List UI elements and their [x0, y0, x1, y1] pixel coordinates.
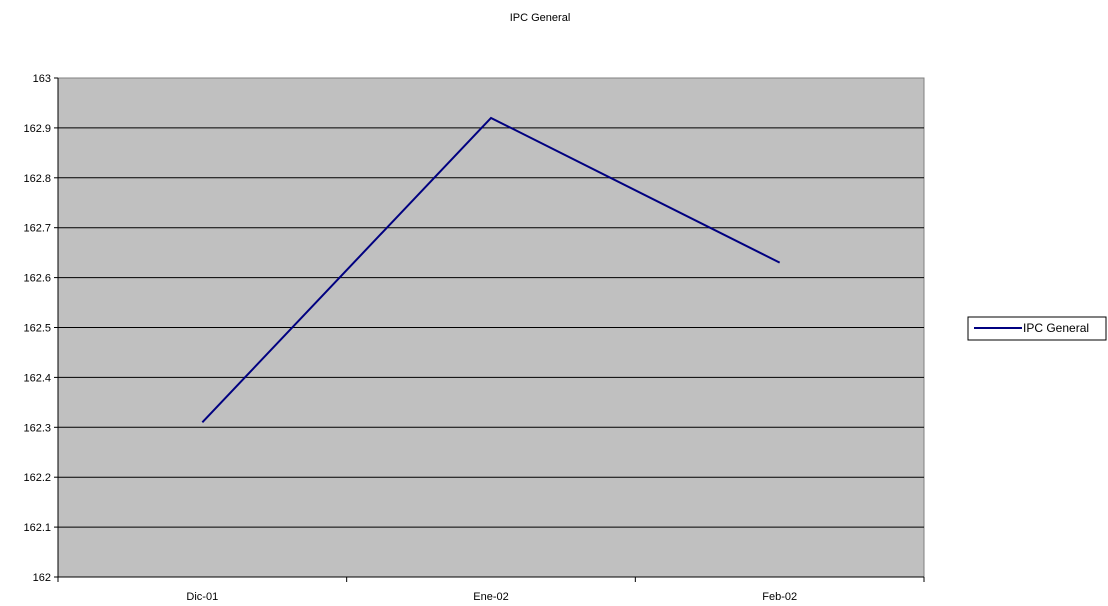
y-tick-label: 162.1 [23, 522, 51, 534]
x-axis: Dic-01 Ene-02 Feb-02 [57, 576, 925, 603]
x-tick-label: Feb-02 [762, 591, 797, 603]
y-tick-label: 162.6 [23, 273, 51, 285]
y-tick-label: 163 [33, 73, 51, 85]
chart-title: IPC General [510, 12, 571, 24]
legend: IPC General [967, 316, 1107, 341]
y-tick-label: 162 [33, 572, 51, 584]
gridlines [58, 127, 924, 528]
y-tick-label: 162.5 [23, 323, 51, 335]
x-tick-label: Ene-02 [473, 591, 508, 603]
legend-label: IPC General [1023, 321, 1089, 335]
y-tick-label: 162.2 [23, 472, 51, 484]
y-tick-label: 162.9 [23, 123, 51, 135]
y-tick-label: 162.4 [23, 372, 51, 384]
y-tick-label: 162.3 [23, 422, 51, 434]
y-tick-label: 162.7 [23, 223, 51, 235]
series-line [201, 116, 781, 423]
y-tick-label: 162.8 [23, 173, 51, 185]
x-tick-label: Dic-01 [186, 591, 218, 603]
y-axis: 162 162.1 162.2 162.3 162.4 162.5 162.6 162.7 16… [23, 73, 59, 584]
legend-box [967, 316, 1107, 341]
series-layer [201, 116, 781, 423]
